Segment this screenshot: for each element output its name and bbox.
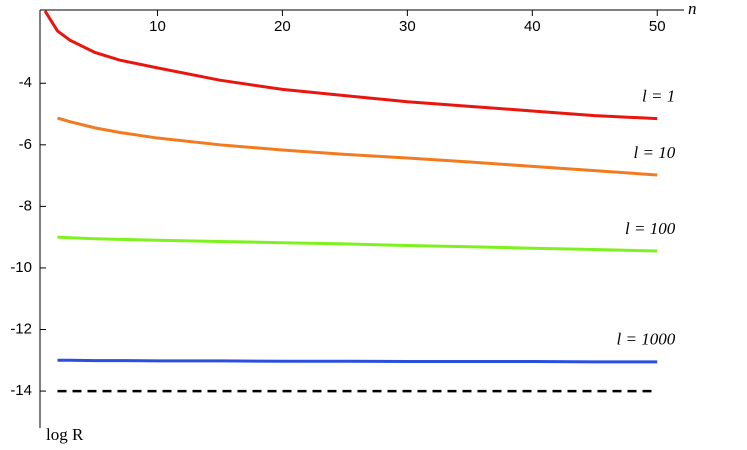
- x-tick-label: 10: [149, 18, 166, 35]
- x-axis-label: n: [688, 0, 697, 18]
- x-tick-label: 30: [399, 18, 416, 35]
- series-label: l = 1000: [617, 330, 676, 349]
- y-tick-label: -12: [10, 320, 32, 337]
- y-tick-label: -4: [19, 74, 32, 91]
- series-label: l = 1: [642, 87, 675, 106]
- y-tick-label: -10: [10, 259, 32, 276]
- x-tick-label: 20: [274, 18, 291, 35]
- series-line: [43, 10, 658, 121]
- y-tick-label: -8: [19, 197, 32, 214]
- y-tick-label: -6: [19, 136, 32, 153]
- series-label: l = 100: [625, 219, 676, 238]
- series-label: l = 10: [634, 143, 676, 162]
- y-axis-label: log R: [46, 425, 84, 444]
- x-tick-label: 50: [649, 18, 666, 35]
- series-line: [57, 116, 658, 177]
- series-line: [57, 358, 658, 364]
- y-tick-label: -14: [10, 382, 32, 399]
- series-line: [57, 235, 658, 253]
- x-tick-label: 40: [524, 18, 541, 35]
